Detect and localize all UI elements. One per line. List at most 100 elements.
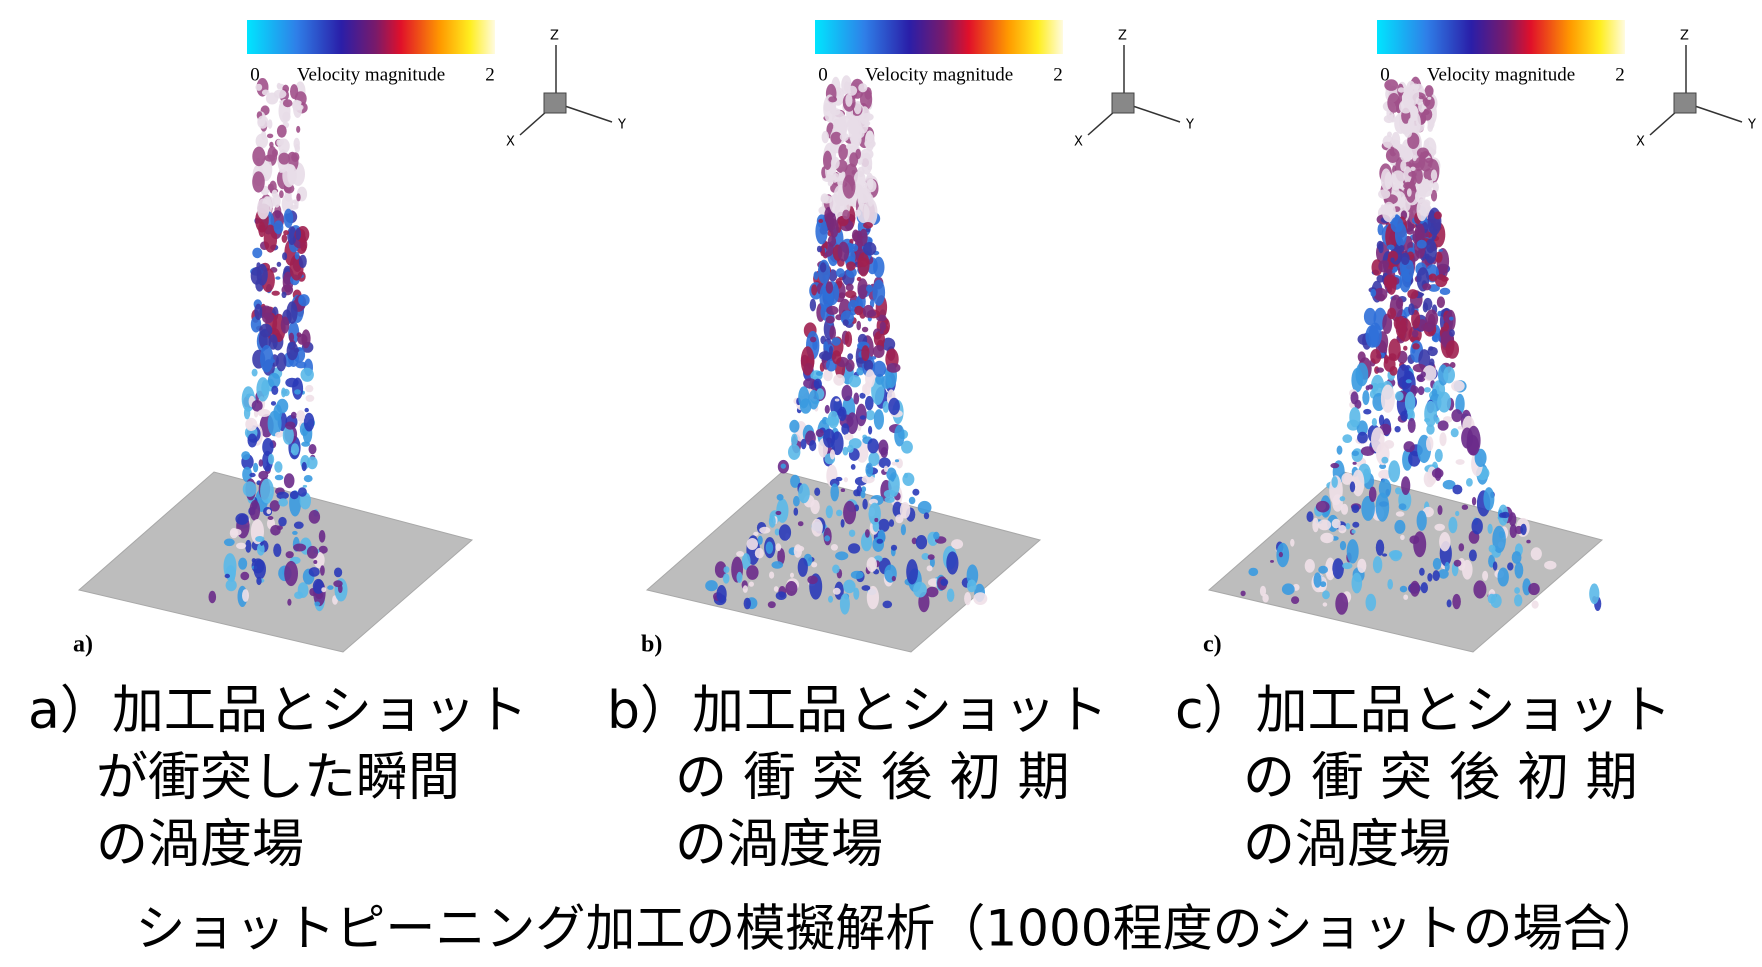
vortex: [832, 350, 841, 364]
vortex: [845, 331, 852, 347]
vortex: [836, 268, 845, 277]
colorbar: [815, 20, 1063, 54]
vortex: [909, 497, 916, 505]
vortex: [889, 519, 894, 527]
vortex: [295, 228, 301, 240]
vortex: [1353, 462, 1357, 465]
vortex: [1462, 560, 1473, 580]
vortex: [1449, 317, 1454, 321]
vortex: [883, 401, 890, 413]
axis-z-label: Z: [550, 29, 559, 44]
vortex: [828, 596, 833, 603]
vortex: [1589, 583, 1599, 604]
vortex: [1381, 457, 1388, 464]
vortex: [924, 512, 929, 519]
vortex: [292, 531, 298, 535]
vortex: [295, 252, 300, 260]
vortex: [278, 517, 286, 527]
caption-line: a）加工品とショット: [28, 681, 528, 741]
vortex: [1279, 552, 1283, 557]
vortex: [241, 451, 250, 460]
vortex: [928, 554, 935, 560]
vortex: [1451, 428, 1459, 437]
vortex: [248, 434, 258, 448]
vortex: [1488, 524, 1493, 534]
vortex: [807, 576, 818, 585]
vortex: [790, 573, 794, 578]
vortex: [307, 546, 318, 559]
vortex: [282, 252, 287, 260]
vortex: [747, 538, 758, 550]
vortex: [826, 316, 835, 324]
vortex: [1350, 481, 1355, 492]
vortex: [1363, 469, 1370, 480]
vortex: [320, 565, 325, 576]
vortex: [296, 126, 300, 133]
vortex: [801, 346, 815, 375]
vortex: [1498, 568, 1509, 587]
vortex: [1352, 522, 1359, 528]
caption-line: の 衝 突 後 初 期: [1243, 748, 1638, 808]
colorbar-max: 2: [1053, 64, 1063, 85]
vortex: [1384, 357, 1396, 372]
vortex: [816, 371, 823, 376]
vortex: [252, 171, 265, 192]
vortex: [1424, 140, 1429, 147]
vortex: [1427, 573, 1432, 582]
vortex: [1417, 511, 1427, 531]
vortex: [867, 557, 877, 572]
vortex: [253, 463, 258, 473]
vortex: [848, 117, 862, 145]
vortex: [1397, 364, 1410, 388]
vortex: [865, 463, 873, 478]
vortex: [283, 230, 289, 235]
vortex: [294, 592, 303, 599]
vortex: [913, 582, 927, 598]
vortex: [846, 261, 856, 270]
vortex: [296, 104, 304, 110]
vortex: [260, 479, 274, 504]
vortex: [230, 529, 241, 536]
vortex: [940, 579, 948, 586]
vortex: [836, 477, 843, 481]
vortex: [271, 386, 278, 395]
vortex: [252, 558, 256, 563]
vortex: [1291, 596, 1299, 604]
axis-z-label: Z: [1680, 29, 1689, 44]
vortex: [810, 299, 816, 312]
vortex: [717, 585, 727, 603]
caption-line: が衝突した瞬間: [96, 748, 460, 808]
vortex: [279, 190, 284, 198]
vortex: [841, 519, 845, 528]
vortex: [774, 586, 779, 592]
vortex: [912, 489, 919, 496]
vortex: [1320, 581, 1326, 587]
vortex: [846, 284, 854, 292]
vortex: [252, 248, 262, 259]
vortex: [830, 449, 835, 459]
vortex: [259, 324, 272, 338]
vortex: [1318, 520, 1331, 531]
vortex: [892, 576, 896, 581]
vortex: [832, 337, 841, 346]
vortex: [825, 405, 830, 414]
vortex: [327, 585, 333, 590]
colorbar: [247, 20, 495, 54]
vortex: [309, 510, 320, 524]
vortex: [863, 222, 873, 229]
vortex: [296, 193, 300, 201]
vortex: [1426, 436, 1433, 451]
vortex: [268, 184, 274, 191]
vortex: [294, 138, 300, 150]
vortex: [224, 539, 235, 547]
caption-line: の渦度場: [96, 815, 304, 875]
vortex: [1395, 426, 1401, 432]
vortex: [1352, 530, 1356, 534]
vortex: [270, 359, 275, 363]
vortex: [275, 432, 283, 438]
vortex: [863, 242, 876, 256]
vortex: [1509, 512, 1517, 526]
vortex: [301, 368, 314, 382]
vortex: [801, 439, 807, 450]
vortex: [1389, 550, 1402, 559]
